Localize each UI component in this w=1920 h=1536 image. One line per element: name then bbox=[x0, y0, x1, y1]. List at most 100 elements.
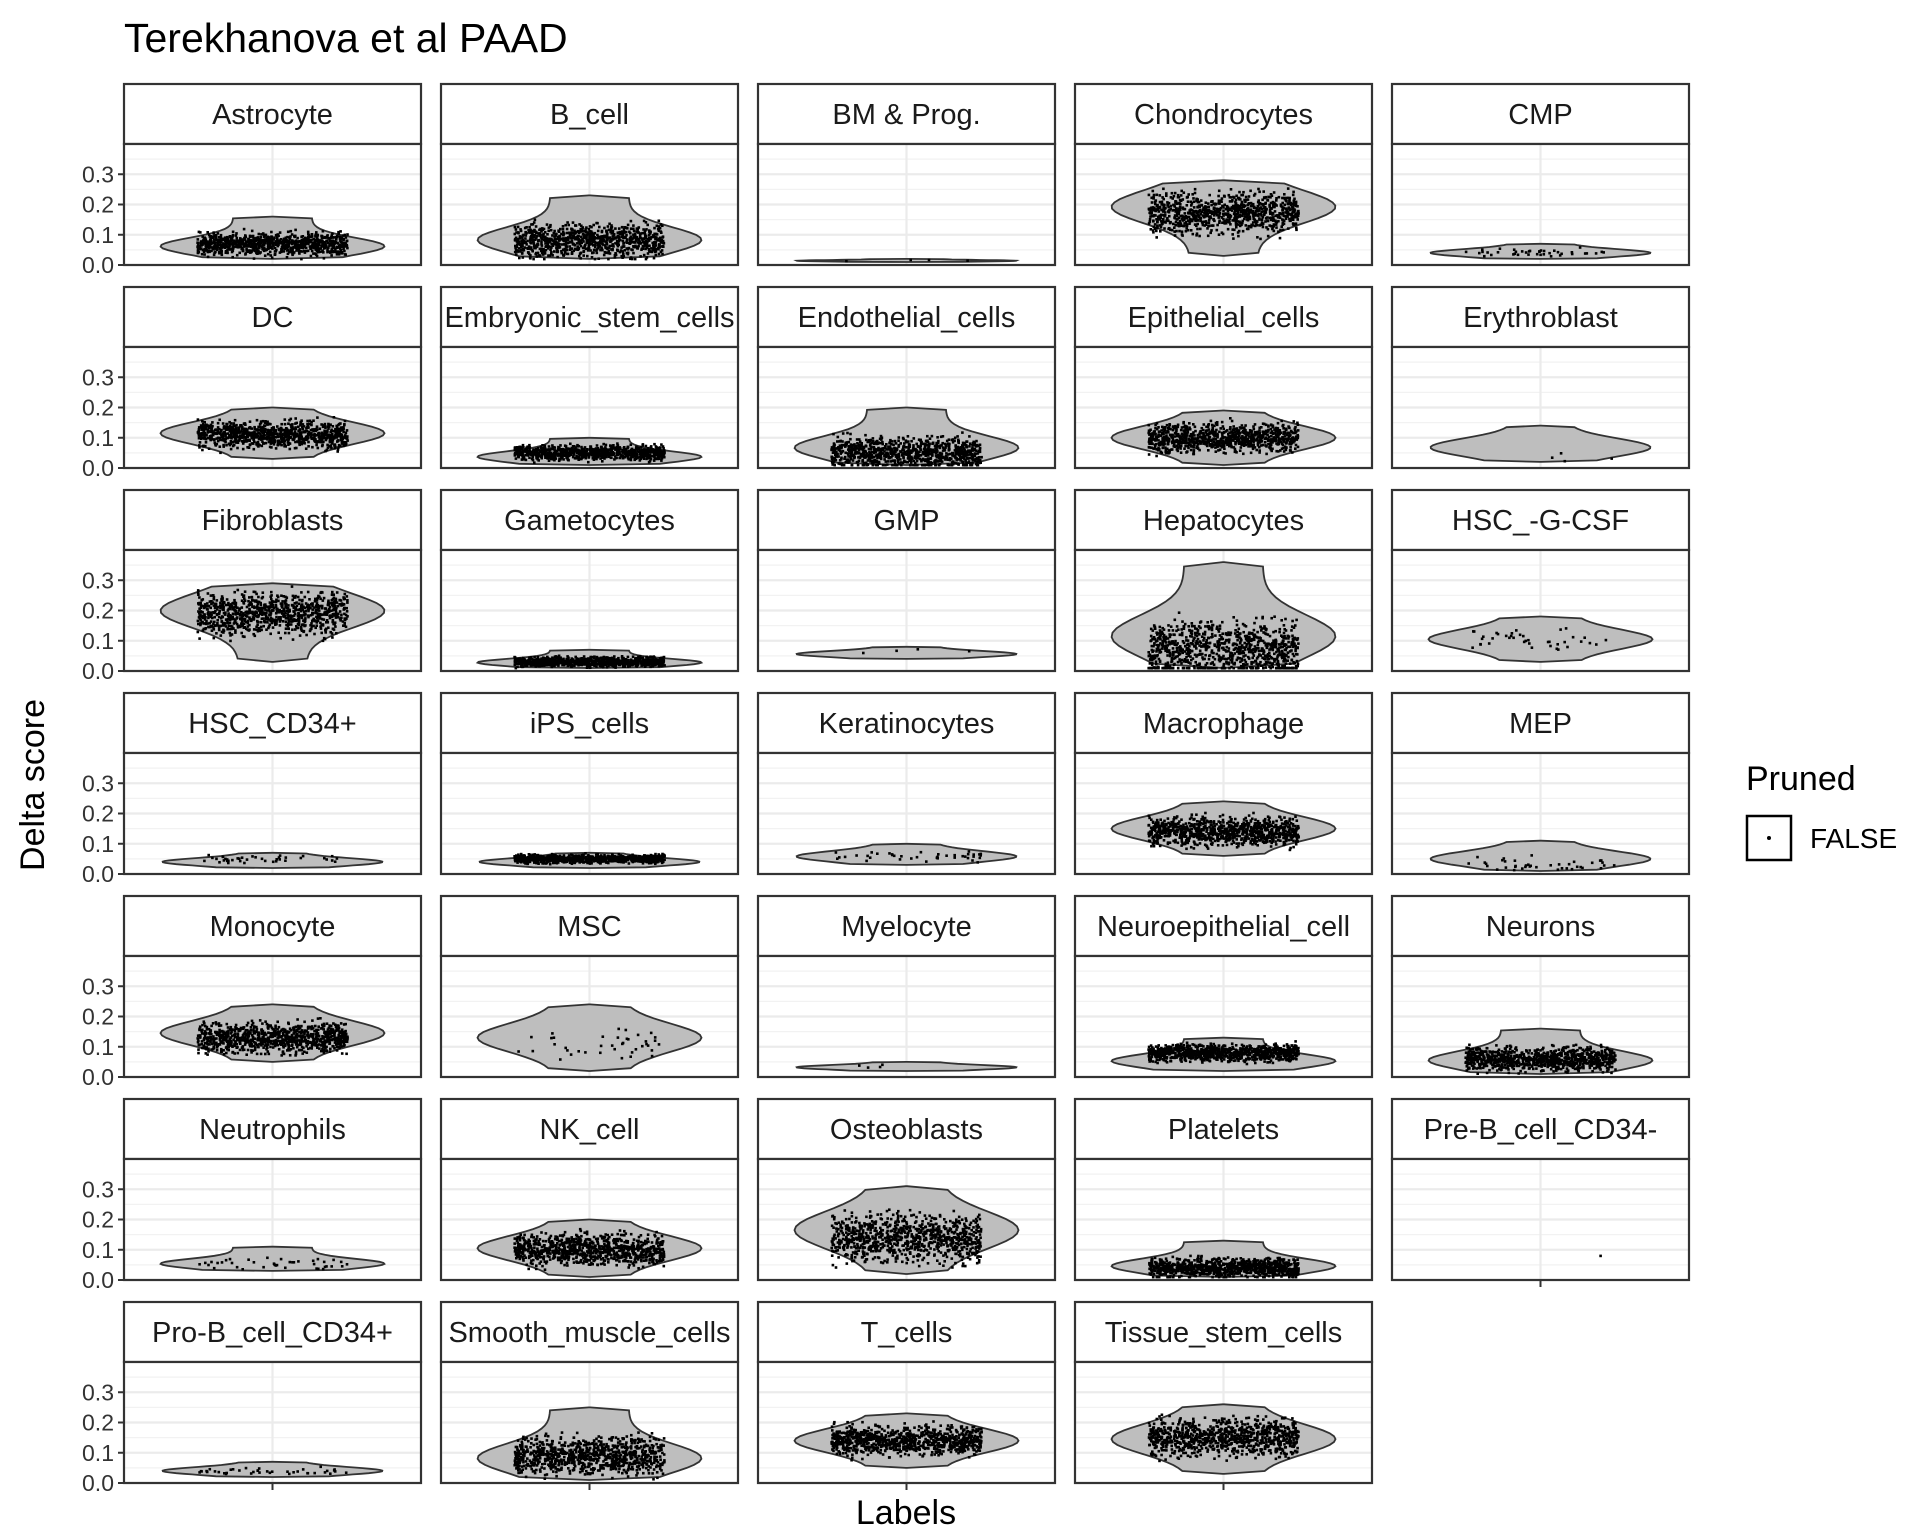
data-point bbox=[655, 446, 659, 450]
data-point bbox=[1192, 217, 1196, 221]
data-point bbox=[946, 453, 950, 456]
data-point bbox=[312, 237, 315, 241]
data-point bbox=[893, 459, 897, 462]
data-point bbox=[549, 228, 553, 232]
data-point bbox=[269, 442, 273, 445]
data-point bbox=[253, 434, 257, 438]
data-point bbox=[537, 452, 540, 455]
data-point bbox=[606, 225, 610, 228]
data-point bbox=[648, 244, 651, 248]
data-point bbox=[258, 237, 261, 241]
data-point bbox=[223, 236, 227, 239]
data-point bbox=[535, 245, 539, 248]
data-point bbox=[1254, 206, 1258, 210]
data-point bbox=[1256, 207, 1259, 210]
data-point bbox=[1210, 203, 1213, 207]
data-point bbox=[577, 449, 580, 452]
data-point bbox=[652, 243, 656, 246]
data-point bbox=[199, 424, 203, 427]
data-points bbox=[1147, 187, 1300, 241]
data-point bbox=[1204, 220, 1208, 223]
data-point bbox=[1180, 230, 1184, 233]
data-point bbox=[545, 453, 549, 456]
data-point bbox=[331, 429, 334, 433]
data-point bbox=[1156, 224, 1159, 227]
data-point bbox=[624, 451, 627, 454]
data-point bbox=[343, 419, 347, 423]
data-point bbox=[1288, 217, 1291, 221]
data-point bbox=[228, 244, 231, 248]
data-point bbox=[253, 427, 256, 431]
data-point bbox=[1254, 210, 1258, 213]
data-point bbox=[1177, 207, 1181, 210]
data-point bbox=[1173, 226, 1176, 229]
data-point bbox=[1255, 222, 1258, 225]
data-point bbox=[344, 431, 348, 435]
data-point bbox=[235, 253, 239, 257]
data-point bbox=[1277, 195, 1281, 199]
data-point bbox=[253, 431, 256, 435]
data-point bbox=[579, 235, 583, 239]
data-point bbox=[578, 223, 581, 226]
data-point bbox=[585, 448, 589, 451]
data-point bbox=[258, 244, 261, 247]
data-point bbox=[289, 428, 292, 432]
data-point bbox=[576, 245, 579, 248]
data-point bbox=[346, 233, 349, 236]
data-point bbox=[205, 249, 208, 252]
data-point bbox=[344, 253, 347, 256]
data-point bbox=[583, 447, 586, 451]
data-point bbox=[316, 446, 320, 450]
data-point bbox=[343, 436, 346, 439]
data-point bbox=[644, 240, 648, 243]
data-point bbox=[616, 442, 619, 445]
data-point bbox=[1548, 251, 1551, 255]
data-point bbox=[1211, 210, 1215, 213]
data-point bbox=[555, 449, 559, 453]
data-point bbox=[1223, 219, 1226, 223]
data-point bbox=[1268, 216, 1272, 220]
data-point bbox=[534, 453, 538, 457]
data-point bbox=[246, 434, 249, 437]
data-point bbox=[535, 235, 538, 238]
data-point bbox=[215, 442, 219, 446]
data-point bbox=[616, 445, 619, 449]
data-point bbox=[876, 461, 880, 464]
data-point bbox=[267, 422, 271, 426]
data-point bbox=[231, 245, 235, 249]
data-point bbox=[534, 225, 538, 228]
data-point bbox=[1594, 252, 1598, 255]
data-point bbox=[1147, 207, 1151, 211]
data-point bbox=[299, 424, 302, 427]
data-point bbox=[286, 248, 290, 252]
data-point bbox=[654, 232, 658, 236]
data-point bbox=[631, 237, 634, 241]
data-point bbox=[843, 457, 846, 460]
data-point bbox=[1154, 226, 1158, 230]
data-point bbox=[1192, 200, 1196, 203]
data-point bbox=[252, 447, 256, 451]
data-point bbox=[210, 434, 213, 438]
data-point bbox=[561, 237, 565, 240]
data-point bbox=[1538, 250, 1541, 253]
data-point bbox=[582, 249, 586, 253]
data-point bbox=[283, 428, 286, 432]
data-point bbox=[1184, 220, 1188, 224]
data-point bbox=[633, 455, 637, 458]
data-point bbox=[1241, 219, 1244, 223]
data-point bbox=[1237, 229, 1241, 233]
data-point bbox=[640, 454, 643, 458]
data-point bbox=[571, 221, 575, 224]
data-point bbox=[567, 458, 570, 462]
data-point bbox=[250, 427, 253, 430]
data-point bbox=[212, 238, 216, 241]
data-point bbox=[1188, 222, 1191, 225]
data-point bbox=[302, 425, 306, 428]
data-point bbox=[580, 445, 583, 449]
data-point bbox=[338, 431, 341, 435]
data-point bbox=[1236, 211, 1240, 215]
data-point bbox=[330, 434, 334, 437]
data-point bbox=[220, 253, 224, 257]
data-point bbox=[1234, 218, 1238, 221]
data-point bbox=[1176, 221, 1180, 225]
